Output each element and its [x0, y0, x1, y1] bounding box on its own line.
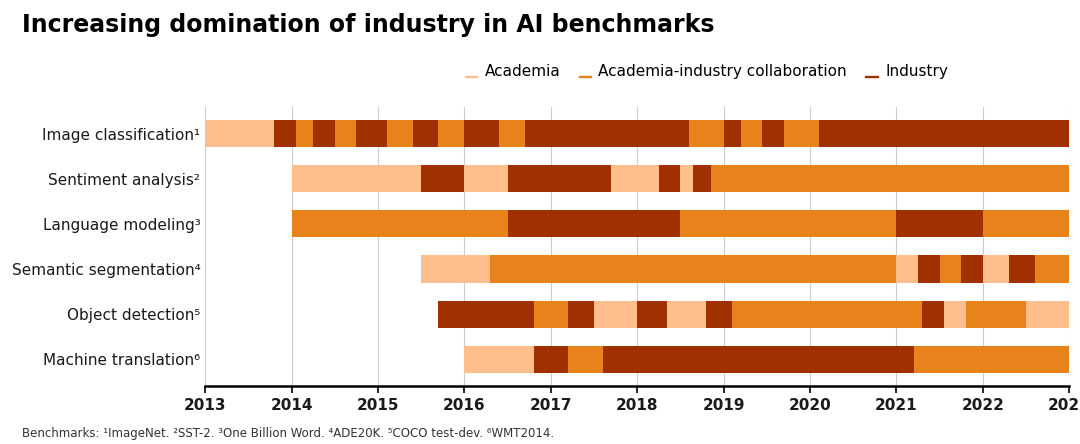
Bar [292, 210, 508, 238]
Bar [991, 301, 1026, 328]
Bar [508, 165, 611, 192]
Bar [568, 255, 896, 282]
Bar [784, 120, 819, 147]
Bar [659, 165, 680, 192]
Bar [464, 165, 508, 192]
Bar [508, 210, 680, 238]
Bar [819, 120, 1069, 147]
Bar [944, 301, 966, 328]
Bar [680, 165, 693, 192]
Bar [680, 210, 896, 238]
Bar [711, 165, 1069, 192]
Bar [274, 120, 296, 147]
Bar [637, 301, 667, 328]
Bar [568, 301, 594, 328]
Bar [534, 301, 568, 328]
Bar [568, 346, 603, 373]
Text: Benchmarks: ¹ImageNet. ²SST-2. ³One Billion Word. ⁴ADE20K. ⁵COCO test-dev. ⁶WMT2: Benchmarks: ¹ImageNet. ²SST-2. ³One Bill… [22, 427, 554, 440]
Bar [762, 120, 784, 147]
Bar [724, 120, 741, 147]
Bar [1026, 301, 1069, 328]
Bar [1009, 255, 1035, 282]
Bar [896, 210, 983, 238]
Bar [914, 346, 1069, 373]
Legend: Academia, Academia-industry collaboration, Industry: Academia, Academia-industry collaboratio… [464, 64, 948, 79]
Bar [940, 255, 961, 282]
Bar [983, 210, 1069, 238]
Bar [706, 301, 732, 328]
Bar [603, 346, 914, 373]
Bar [313, 120, 335, 147]
Bar [292, 165, 421, 192]
Bar [922, 301, 944, 328]
Bar [356, 120, 387, 147]
Bar [296, 120, 313, 147]
Bar [464, 120, 499, 147]
Bar [413, 120, 438, 147]
Bar [966, 301, 991, 328]
Bar [438, 301, 534, 328]
Bar [896, 255, 918, 282]
Bar [667, 301, 706, 328]
Bar [499, 120, 525, 147]
Bar [961, 255, 983, 282]
Bar [490, 255, 568, 282]
Text: Increasing domination of industry in AI benchmarks: Increasing domination of industry in AI … [22, 13, 714, 37]
Bar [387, 120, 413, 147]
Bar [421, 165, 464, 192]
Bar [559, 120, 689, 147]
Bar [525, 120, 559, 147]
Bar [693, 165, 711, 192]
Bar [732, 301, 922, 328]
Bar [689, 120, 724, 147]
Bar [464, 346, 534, 373]
Bar [335, 120, 356, 147]
Bar [741, 120, 762, 147]
Bar [1035, 255, 1069, 282]
Bar [438, 120, 464, 147]
Bar [594, 301, 637, 328]
Bar [983, 255, 1009, 282]
Bar [611, 165, 659, 192]
Bar [421, 255, 490, 282]
Bar [918, 255, 940, 282]
Bar [534, 346, 568, 373]
Bar [205, 120, 274, 147]
